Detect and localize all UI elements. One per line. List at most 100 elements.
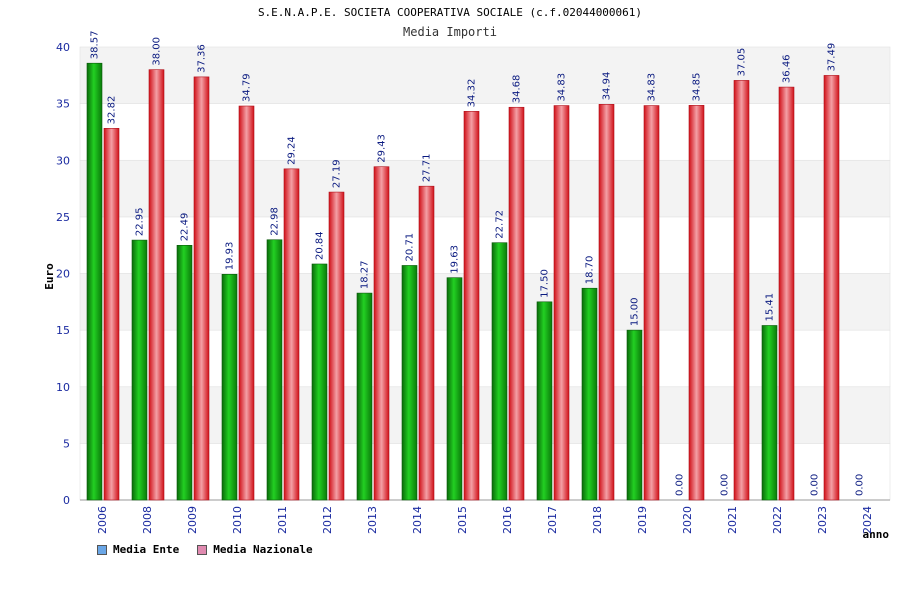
data-label: 20.71	[405, 233, 416, 262]
grid-band	[79, 273, 891, 331]
bar-media-nazionale-2013	[373, 166, 390, 501]
bar-media-ente-2017	[536, 301, 553, 501]
data-label: 32.82	[107, 96, 118, 125]
data-label: 27.19	[332, 159, 343, 188]
x-tick-label: 2014	[411, 506, 424, 534]
data-label: 34.68	[512, 75, 523, 104]
data-label: 0.00	[720, 474, 731, 496]
data-label: 38.00	[152, 37, 163, 66]
bar-media-nazionale-2018	[598, 104, 615, 501]
x-tick-label: 2019	[636, 506, 649, 534]
grid-band	[79, 386, 891, 444]
x-axis-label: anno	[863, 528, 890, 541]
legend-item-media-nazionale: Media Nazionale	[197, 543, 313, 556]
x-tick-label: 2013	[366, 506, 379, 534]
data-label: 36.46	[782, 54, 793, 83]
bar-media-nazionale-2021	[733, 80, 750, 501]
bar-media-nazionale-2006	[103, 128, 120, 501]
data-label: 29.43	[377, 134, 388, 163]
y-tick-label: 40	[56, 41, 70, 54]
data-label: 34.83	[647, 73, 658, 102]
bar-media-nazionale-2023	[823, 75, 840, 501]
legend-item-media-ente: Media Ente	[97, 543, 179, 556]
x-tick-label: 2020	[681, 506, 694, 534]
data-label: 34.85	[692, 73, 703, 102]
data-label: 22.49	[180, 213, 191, 242]
data-label: 22.98	[270, 207, 281, 236]
bar-media-ente-2012	[311, 263, 328, 501]
data-label: 34.79	[242, 73, 253, 102]
x-tick-label: 2009	[186, 506, 199, 534]
y-tick-label: 25	[56, 211, 70, 224]
grid-band	[79, 329, 891, 388]
y-tick-label: 15	[56, 324, 70, 337]
bar-media-nazionale-2020	[688, 105, 705, 501]
chart-subtitle: Media Importi	[403, 25, 497, 39]
x-tick-label: 2018	[591, 506, 604, 534]
data-label: 37.36	[197, 44, 208, 73]
bar-media-ente-2010	[221, 273, 238, 501]
data-label: 37.49	[827, 43, 838, 72]
bar-media-ente-2018	[581, 287, 598, 501]
bar-media-ente-2015	[446, 277, 463, 501]
legend-label-media-ente: Media Ente	[113, 543, 180, 556]
y-tick-label: 30	[56, 154, 70, 167]
legend-swatch-media-nazionale	[197, 544, 208, 555]
data-label: 18.70	[585, 256, 596, 285]
y-axis-label: Euro	[43, 263, 56, 290]
chart-title: S.E.N.A.P.E. SOCIETA COOPERATIVA SOCIALE…	[257, 6, 643, 19]
bar-media-ente-2009	[176, 245, 193, 501]
data-label: 27.71	[422, 154, 433, 183]
data-label: 15.00	[630, 297, 641, 326]
bar-media-nazionale-2015	[463, 111, 480, 501]
y-tick-label: 20	[56, 268, 70, 281]
x-tick-label: 2008	[141, 506, 154, 534]
data-label: 34.83	[557, 73, 568, 102]
x-tick-label: 2015	[456, 506, 469, 534]
data-label: 0.00	[810, 474, 821, 496]
x-tick-label: 2011	[276, 506, 289, 534]
bar-media-ente-2019	[626, 329, 643, 501]
y-tick-label: 0	[63, 494, 70, 507]
bar-media-nazionale-2009	[193, 76, 210, 501]
y-tick-label: 5	[63, 437, 70, 450]
y-tick-label: 10	[56, 381, 70, 394]
grid-band	[79, 103, 891, 161]
legend-label-media-nazionale: Media Nazionale	[213, 543, 313, 556]
x-tick-label: 2012	[321, 506, 334, 534]
bar-media-nazionale-2022	[778, 86, 795, 501]
bar-media-ente-2008	[131, 239, 148, 501]
data-label: 34.32	[467, 79, 478, 108]
legend-swatch-media-ente	[97, 544, 107, 555]
x-tick-label: 2024	[861, 506, 874, 534]
data-label: 0.00	[855, 474, 866, 496]
bar-media-nazionale-2014	[418, 185, 435, 501]
data-label: 17.50	[540, 269, 551, 298]
bar-media-ente-2014	[401, 265, 418, 501]
x-tick-label: 2021	[726, 506, 739, 534]
x-tick-label: 2016	[501, 506, 514, 534]
data-label: 15.41	[765, 293, 776, 322]
grid-band	[79, 443, 891, 501]
x-tick-label: 2022	[771, 506, 784, 534]
data-label: 0.00	[675, 474, 686, 496]
data-label: 19.93	[225, 242, 236, 271]
legend: Media Ente Media Nazionale	[97, 543, 313, 556]
bar-media-nazionale-2010	[238, 105, 255, 501]
y-tick-label: 35	[56, 98, 70, 111]
bar-media-ente-2022	[761, 325, 778, 501]
x-tick-label: 2023	[816, 506, 829, 534]
data-label: 29.24	[287, 136, 298, 165]
bar-media-nazionale-2017	[553, 105, 570, 501]
data-label: 22.72	[495, 210, 506, 239]
bar-media-ente-2013	[356, 292, 373, 501]
data-label: 18.27	[360, 260, 371, 289]
bar-media-nazionale-2016	[508, 106, 525, 501]
bar-media-nazionale-2008	[148, 69, 165, 501]
data-label: 37.05	[737, 48, 748, 77]
bar-media-ente-2006	[86, 62, 103, 501]
data-label: 19.63	[450, 245, 461, 274]
bar-media-nazionale-2019	[643, 105, 660, 501]
data-label: 38.57	[90, 31, 101, 60]
